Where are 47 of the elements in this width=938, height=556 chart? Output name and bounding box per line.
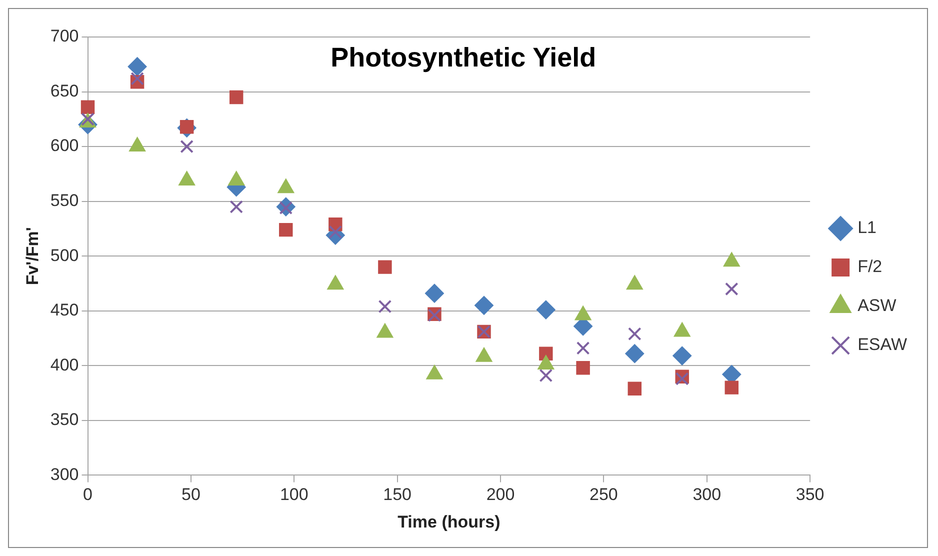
point	[672, 346, 692, 366]
x-tick-label: 50	[181, 485, 200, 504]
x-tick-label: 150	[383, 485, 412, 504]
point	[724, 380, 739, 394]
chart-title: Photosynthetic Yield	[330, 42, 596, 72]
x-axis-title: Time (hours)	[398, 512, 500, 532]
legend-label: L1	[858, 218, 876, 238]
legend-label: ESAW	[858, 335, 908, 354]
legend-label: F/2	[858, 257, 882, 276]
x-tick-label: 100	[280, 485, 308, 504]
y-axis-title: Fv'/Fm'	[22, 227, 42, 286]
point	[378, 300, 392, 314]
point	[378, 260, 392, 274]
point	[539, 368, 553, 382]
point	[724, 282, 738, 296]
legend-label: ASW	[858, 296, 896, 316]
x-tick-label: 200	[486, 485, 515, 504]
point	[130, 72, 144, 86]
y-tick-label: 350	[50, 410, 79, 430]
point	[128, 57, 147, 76]
point	[628, 327, 642, 341]
point	[229, 90, 244, 104]
point	[675, 372, 689, 386]
x-tick-label: 300	[692, 485, 722, 504]
point	[180, 140, 194, 154]
point	[628, 382, 642, 396]
y-tick-label: 450	[50, 300, 79, 320]
x-tick-label: 0	[83, 485, 92, 504]
x-tick-label: 350	[796, 485, 824, 504]
point	[474, 296, 494, 315]
y-tick-label: 550	[50, 191, 79, 210]
x-tick-label: 250	[590, 485, 618, 504]
point	[80, 100, 95, 114]
y-tick-label: 650	[50, 81, 79, 100]
point	[625, 344, 644, 364]
point	[328, 225, 342, 239]
y-tick-label: 700	[50, 26, 79, 46]
y-tick-label: 500	[50, 246, 79, 265]
point	[536, 300, 556, 320]
point	[279, 222, 293, 237]
point	[576, 360, 590, 375]
point	[576, 341, 590, 355]
y-tick-label: 600	[50, 136, 79, 156]
point	[424, 284, 444, 303]
y-tick-label: 300	[50, 464, 79, 484]
point	[230, 200, 244, 214]
y-tick-label: 400	[50, 355, 79, 374]
